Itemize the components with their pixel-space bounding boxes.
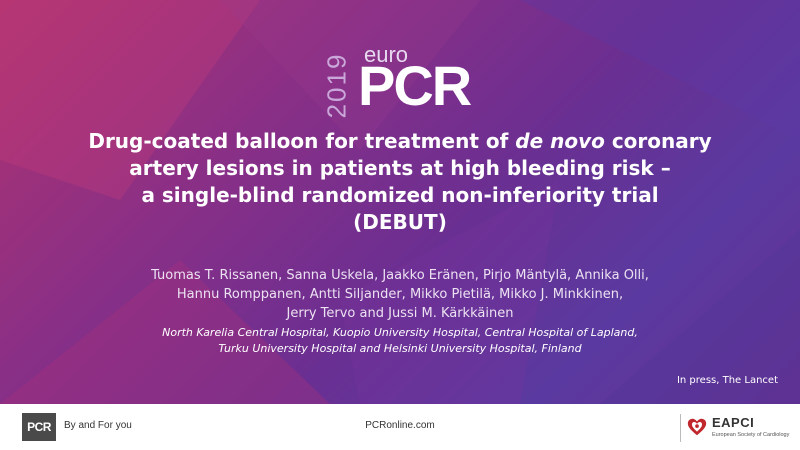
press-note: In press, The Lancet: [676, 375, 778, 386]
pcr-logo-badge[interactable]: PCR: [22, 413, 56, 441]
authors-line: Tuomas T. Rissanen, Sanna Uskela, Jaakko…: [151, 268, 649, 283]
logo-euro: euro: [364, 42, 409, 67]
logo-pcr: PCR: [358, 54, 472, 117]
footer-tagline: By and For you: [64, 420, 132, 431]
slide-title: Drug-coated balloon for treatment of de …: [40, 128, 760, 236]
title-line-1: Drug-coated balloon for treatment of de …: [88, 129, 712, 153]
authors-line: Hannu Romppanen, Antti Siljander, Mikko …: [176, 287, 624, 302]
authors-line: Jerry Tervo and Jussi M. Kärkkäinen: [286, 306, 514, 321]
title-line-4: (DEBUT): [353, 210, 447, 234]
title-line-3: a single-blind randomized non-inferiorit…: [141, 183, 659, 207]
authors: Tuomas T. Rissanen, Sanna Uskela, Jaakko…: [60, 266, 740, 323]
heart-icon: [687, 418, 707, 436]
eapci-subtitle: European Society of Cardiology: [712, 432, 790, 438]
footer-divider: [680, 414, 681, 442]
background-facets: [0, 0, 800, 404]
eapci-name: EAPCI: [712, 415, 755, 430]
affiliation-line: North Karelia Central Hospital, Kuopio U…: [162, 326, 638, 339]
footer-bar: PCR By and For you PCRonline.com EAPCI E…: [0, 404, 800, 450]
affiliation-line: Turku University Hospital and Helsinki U…: [218, 342, 582, 355]
affiliations: North Karelia Central Hospital, Kuopio U…: [60, 325, 740, 357]
eapci-logo[interactable]: EAPCI European Society of Cardiology: [680, 412, 790, 444]
logo-year: 2019: [321, 52, 352, 119]
title-line-2: artery lesions in patients at high bleed…: [129, 156, 671, 180]
website-link[interactable]: PCRonline.com: [365, 420, 435, 431]
